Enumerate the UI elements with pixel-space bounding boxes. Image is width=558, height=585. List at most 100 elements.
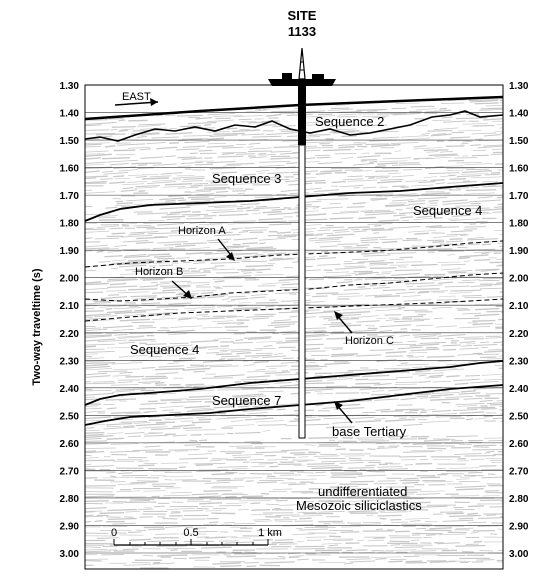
reflection-stroke [477,208,503,212]
reflection-stroke [208,347,229,350]
reflection-stroke [157,241,188,244]
reflection-stroke [118,336,144,339]
reflection-stroke [273,403,299,406]
reflection-stroke [498,264,503,266]
reflection-stroke [337,110,362,113]
reflection-stroke [85,440,108,442]
reflection-stroke [111,362,143,365]
reflection-stroke [155,282,170,285]
reflection-stroke [213,374,245,378]
reflection-stroke [230,349,263,353]
reflection-stroke [188,395,216,398]
reflection-stroke [85,389,112,392]
reflection-stroke [254,274,284,276]
reflection-stroke [306,462,335,465]
reflection-stroke [170,229,195,232]
reflection-stroke [459,340,476,344]
reflection-stroke [401,442,410,445]
reflection-stroke [341,526,361,528]
reflection-stroke [337,243,359,245]
reflection-stroke [327,233,355,237]
reflection-stroke [403,423,423,426]
reflection-stroke [114,311,147,315]
reflection-stroke [276,341,299,344]
reflection-stroke [305,380,323,383]
reflection-stroke [394,546,424,549]
reflection-stroke [441,116,453,119]
reflection-stroke [263,345,273,347]
reflection-stroke [369,267,397,269]
reflection-stroke [98,260,111,263]
reflection-stroke [411,539,420,541]
reflection-stroke [486,450,495,453]
reflection-stroke [296,540,304,543]
reflection-stroke [139,148,152,151]
reflection-stroke [372,116,387,119]
reflection-stroke [400,186,409,189]
reflection-stroke [318,510,345,513]
reflection-stroke [158,365,185,368]
reflection-stroke [286,162,298,165]
reflection-stroke [120,420,148,423]
reflection-stroke [318,236,343,240]
reflection-stroke [350,523,382,526]
reflection-stroke [110,384,139,386]
reflection-stroke [214,265,225,267]
reflection-stroke [191,289,217,292]
reflection-stroke [382,289,406,291]
reflection-stroke [85,332,102,335]
reflection-stroke [447,99,467,102]
reflection-stroke [331,354,355,358]
reflection-stroke [370,556,402,558]
reflection-stroke [203,489,232,492]
drill-ship-icon [268,47,336,86]
reflection-stroke [484,173,501,176]
reflection-stroke [196,470,221,473]
reflection-stroke [198,223,223,226]
reflection-stroke [220,564,242,568]
reflection-stroke [134,308,160,312]
reflection-stroke [313,455,340,457]
reflection-stroke [304,388,334,392]
reflection-stroke [182,296,206,300]
reflection-stroke [469,199,502,203]
reflection-stroke [85,368,113,371]
reflection-stroke [402,295,421,298]
reflection-stroke [195,284,210,286]
reflection-stroke [255,420,285,423]
reflection-stroke [376,551,394,553]
reflection-stroke [128,338,156,342]
reflection-stroke [85,143,102,146]
base-tertiary-line [84,384,504,426]
reflection-stroke [403,246,418,249]
reflection-stroke [269,176,282,179]
reflection-stroke [296,460,308,463]
reflection-stroke [275,514,300,516]
reflection-stroke [85,287,109,290]
reflection-stroke [213,132,245,135]
reflection-stroke [288,183,300,186]
reflection-stroke [316,156,331,159]
reflection-stroke [358,551,375,554]
y-tick-label: 2.30 [60,356,80,367]
water-column [85,85,503,118]
horizon-c-label: Horizon C [345,335,394,347]
reflection-stroke [439,533,466,536]
reflection-stroke [347,179,378,182]
reflection-stroke [239,400,268,404]
reflection-stroke [457,336,484,338]
reflection-stroke [445,145,465,148]
reflection-stroke [204,364,232,366]
reflection-stroke [361,251,385,255]
reflection-stroke [184,353,195,356]
reflection-stroke [362,115,389,117]
reflection-stroke [358,271,380,274]
reflection-stroke [391,199,414,202]
reflection-stroke [143,434,169,437]
y-tick-label: 2.80 [60,494,80,505]
reflection-stroke [337,295,364,298]
reflection-stroke [85,437,102,440]
reflection-stroke [485,392,503,395]
reflection-stroke [232,341,253,344]
reflection-stroke [434,216,443,219]
